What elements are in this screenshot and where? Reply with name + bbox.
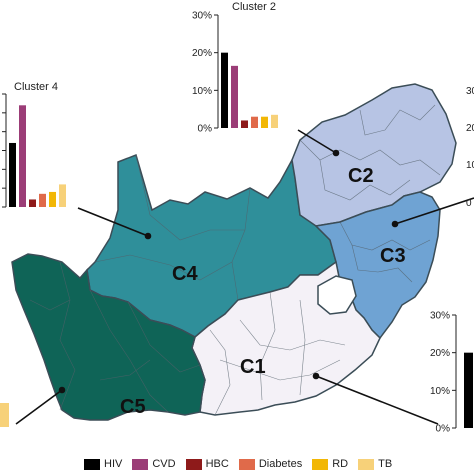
- region-c5: [11, 253, 206, 421]
- leader-line-c1: [315, 375, 439, 425]
- legend-label-hbc: HBC: [205, 458, 229, 470]
- y-tick-label: 30%: [430, 311, 450, 322]
- legend-item-diabetes: Diabetes: [238, 458, 303, 470]
- leader-line-c4: [77, 207, 149, 237]
- legend-swatch-rd: [312, 458, 329, 470]
- bar-cvd: [231, 65, 238, 128]
- bar-hbc: [29, 199, 36, 207]
- leader-dot-c3: [391, 220, 399, 228]
- y-tick-label: 0%: [436, 424, 451, 435]
- leader-line-c3: [394, 197, 474, 225]
- legend-item-tb: TB: [358, 458, 392, 470]
- leader-lines: [15, 129, 474, 425]
- leader-dot-c1: [312, 372, 320, 380]
- bar-tb: [59, 184, 66, 207]
- bar-cvd: [19, 105, 26, 207]
- legend-swatch-hbc: [185, 458, 202, 470]
- district-borders: [29, 104, 441, 416]
- leader-dot-c5: [58, 386, 66, 394]
- chart-cluster-4: Cluster 4: [2, 81, 66, 208]
- y-tick-label: 10%: [192, 86, 212, 97]
- bar-hiv: [221, 52, 228, 128]
- bar-rd: [49, 191, 56, 207]
- bar-rd: [261, 116, 268, 128]
- chart-cluster-2: Cluster 2 0% 10% 20% 30%: [192, 1, 278, 135]
- legend-item-rd: RD: [312, 458, 348, 470]
- chart-title: Cluster 2: [232, 1, 276, 13]
- legend-swatch-tb: [358, 458, 375, 470]
- cluster-label-c1: C1: [240, 356, 266, 378]
- chart-cluster-1-partial: 0% 10% 20% 30%: [430, 311, 473, 435]
- cluster-label-c2: C2: [348, 165, 374, 187]
- leader-line-c5: [15, 389, 63, 425]
- c3-partial-axis: 30 20 10 0: [466, 86, 474, 209]
- c5-partial-bar-tb: [0, 403, 9, 427]
- legend: HIV CVD HBC Diabetes RD TB: [84, 456, 402, 472]
- y-tick-label: 20%: [430, 348, 450, 359]
- y-tick-label: 10%: [430, 386, 450, 397]
- bar-diabetes: [39, 193, 46, 207]
- leader-line-c2: [297, 129, 337, 154]
- y-tick-label: 30%: [192, 11, 212, 22]
- c3-tick-30: 30: [466, 86, 474, 97]
- c3-tick-10: 10: [466, 160, 474, 171]
- legend-item-cvd: CVD: [132, 458, 176, 470]
- legend-swatch-diabetes: [238, 458, 255, 470]
- bar-hbc: [241, 120, 248, 128]
- c3-tick-20: 20: [466, 123, 474, 134]
- cluster-label-c4: C4: [172, 263, 198, 285]
- bar-hiv: [9, 142, 16, 207]
- legend-label-diabetes: Diabetes: [258, 458, 303, 470]
- c3-tick-0: 0: [466, 198, 472, 209]
- legend-swatch-hiv: [84, 458, 100, 470]
- south-africa-map: [11, 83, 457, 421]
- legend-item-hiv: HIV: [84, 458, 122, 470]
- lesotho-enclave: [317, 275, 357, 315]
- leader-dot-c4: [144, 232, 152, 240]
- y-tick-label: 20%: [192, 48, 212, 59]
- legend-label-cvd: CVD: [152, 458, 176, 470]
- leader-dot-c2: [332, 149, 340, 157]
- bar-tb: [271, 114, 278, 128]
- legend-item-hbc: HBC: [185, 458, 229, 470]
- legend-label-hiv: HIV: [104, 458, 123, 470]
- cluster-label-c5: C5: [120, 396, 146, 418]
- bar-diabetes: [251, 116, 258, 128]
- y-tick-label: 0%: [198, 124, 213, 135]
- legend-swatch-cvd: [132, 458, 149, 470]
- legend-label-tb: TB: [378, 458, 393, 470]
- chart-title: Cluster 4: [14, 81, 58, 93]
- bar-hiv: [464, 352, 473, 428]
- cluster-label-c3: C3: [380, 245, 406, 267]
- legend-label-rd: RD: [332, 458, 349, 470]
- c5-partial-chart: [0, 403, 9, 427]
